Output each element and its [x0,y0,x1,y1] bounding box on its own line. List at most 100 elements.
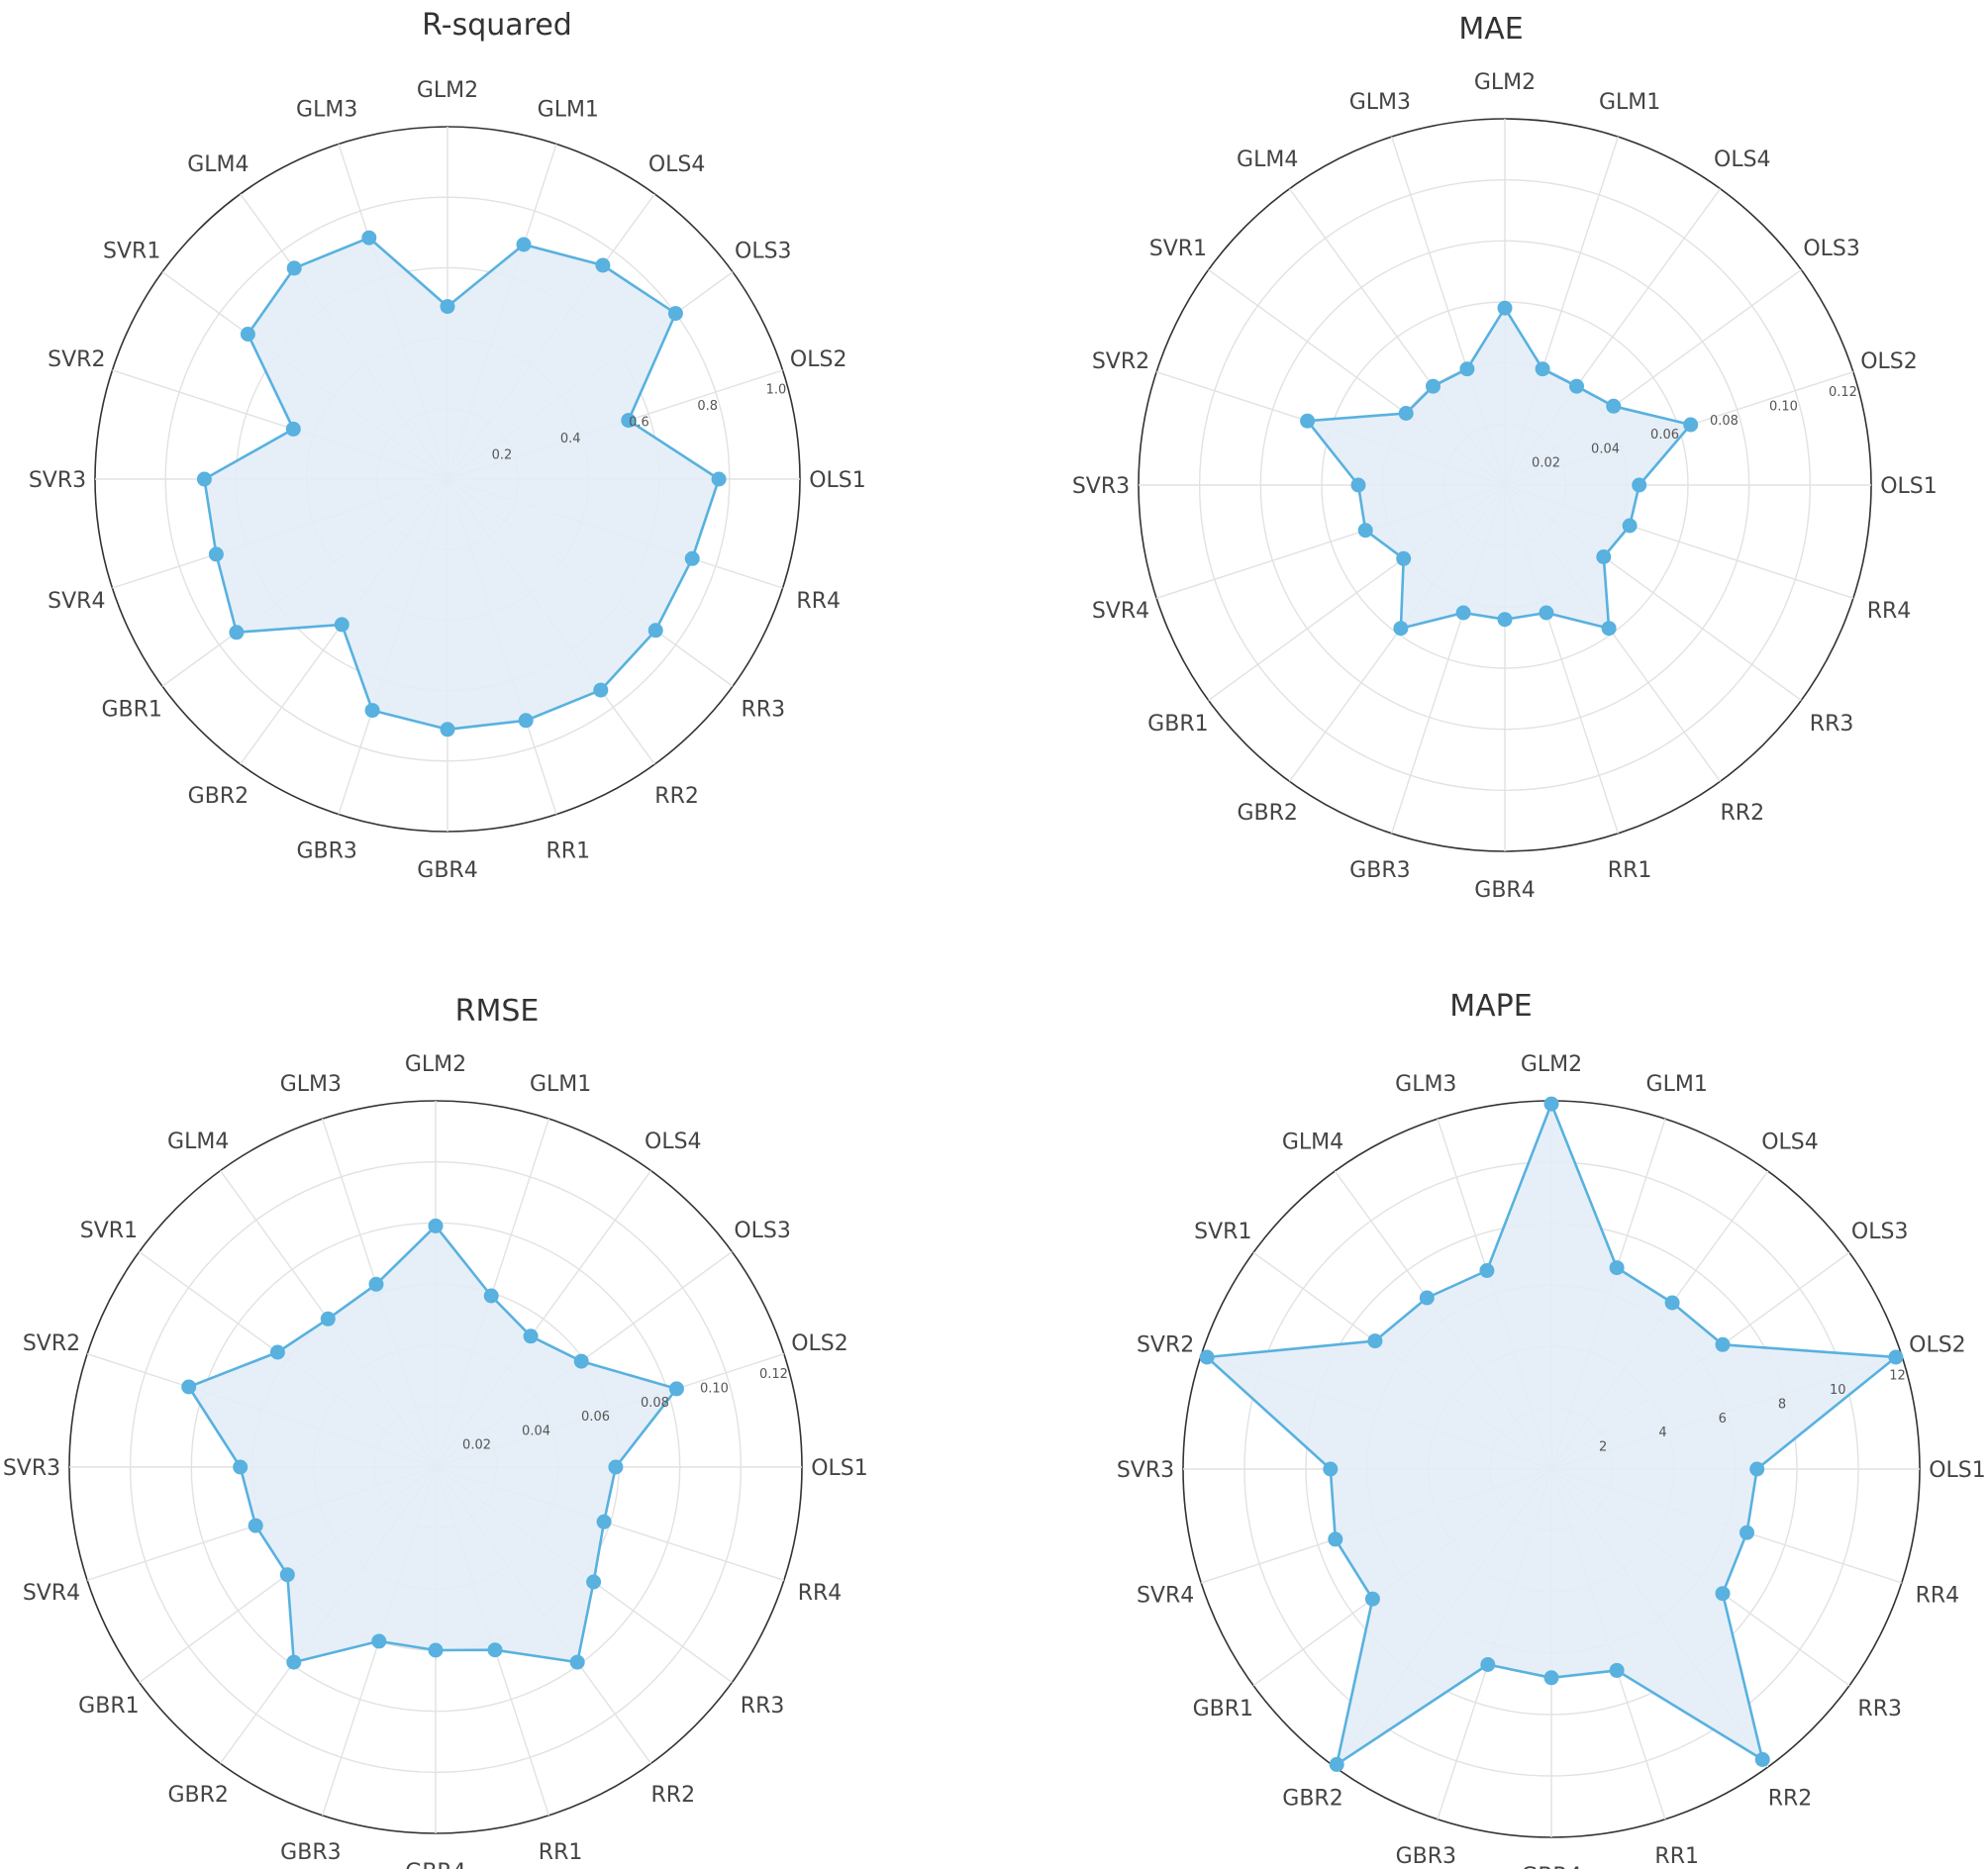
radial-tick-label: 4 [1658,1426,1666,1440]
data-point [286,1654,302,1670]
category-label: RR2 [651,1783,696,1808]
data-point [279,1567,295,1583]
data-point [1328,1531,1343,1547]
category-label: SVR3 [29,468,86,493]
data-point [1393,621,1409,637]
category-label: OLS2 [1909,1332,1966,1357]
category-label: OLS4 [1761,1130,1819,1154]
data-point [428,1218,444,1233]
data-point [621,413,637,429]
category-label: OLS1 [1880,474,1938,499]
data-point [440,299,455,315]
category-label: GBR4 [417,858,477,883]
radar-chart-svg: 0.02 0.04 0.06 0.08 0.10 0.12 OLS1 OLS2 OLS3 OLS4… [3,1052,868,1869]
data-point [1300,413,1316,429]
category-label: SVR4 [1137,1584,1194,1609]
radial-tick-label: 6 [1719,1412,1727,1426]
data-point [368,1276,384,1292]
chart-title: MAE [1458,12,1524,47]
data-point [1609,1662,1625,1678]
category-label: GBR3 [1396,1844,1456,1869]
category-label: SVR4 [48,589,105,614]
category-label: OLS2 [791,1331,848,1356]
category-label: RR4 [798,1581,843,1606]
radar-chart-svg: 2 4 6 8 10 12 OLS1 OLS2 OLS3 OLS4 GLM1 GLM2 GLM3 GLM4… [1117,1052,1986,1869]
data-point [595,257,611,273]
radial-tick-label: 0.04 [1591,442,1620,456]
category-label: RR3 [742,698,786,723]
data-point [1357,523,1373,539]
data-point [1199,1349,1215,1365]
category-label: RR4 [796,589,841,614]
data-point [320,1311,336,1327]
category-label: RR1 [539,1840,583,1865]
category-label: GBR1 [1147,712,1208,737]
category-label: OLS4 [1714,148,1771,172]
category-label: RR1 [1654,1844,1699,1869]
data-point [1622,518,1638,534]
radial-tick-label: 0.02 [462,1438,491,1453]
category-label: SVR2 [1137,1332,1194,1357]
data-point [1609,1260,1625,1276]
radial-tick-label: 0.8 [697,399,718,414]
radial-tick-label: 0.02 [1532,456,1560,471]
data-point [285,421,301,437]
data-point [229,625,245,640]
category-label: GLM2 [405,1052,466,1077]
data-point [1480,1657,1496,1672]
r-squared-radar-panel: R-squared 0.2 0.4 0.6 0.8 1.0 OLS1 OLS2 OLS3 OLS… [0,0,994,934]
data-point [1479,1263,1495,1278]
radial-tick-label: 10 [1830,1383,1846,1398]
data-point [181,1379,197,1395]
category-label: GLM1 [1646,1072,1708,1097]
category-label: SVR1 [103,239,160,263]
category-label: GBR2 [188,784,248,809]
category-label: OLS1 [811,1456,868,1481]
data-point [1569,378,1584,394]
category-label: RR3 [1810,712,1854,737]
data-point [440,722,455,738]
radial-tick-label: 0.12 [1829,385,1857,400]
radial-tick-label: 0.10 [1769,400,1798,415]
category-label: RR1 [1608,858,1652,883]
data-point [1754,1751,1770,1767]
category-label: GLM4 [1282,1130,1343,1154]
category-label: SVR1 [1149,237,1207,261]
category-label: GLM2 [1474,70,1536,95]
category-label: GBR1 [101,698,161,723]
data-point [518,713,534,729]
category-label: SVR2 [1092,349,1149,374]
category-label: SVR2 [48,347,105,372]
data-point [569,1654,585,1670]
mape-radar-panel: MAPE 2 4 6 8 10 12 OLS1 OLS2 OLS3 OLS4 GLM1 GLM2 GLM… [994,934,1988,1869]
data-point [1535,361,1550,377]
category-label: SVR4 [23,1581,80,1606]
category-label: SVR1 [1194,1220,1251,1244]
data-point [233,1459,248,1475]
category-label: SVR3 [1117,1458,1174,1483]
category-label: GBR1 [78,1694,139,1719]
category-label: GBR3 [1349,858,1410,883]
data-point [428,1642,444,1658]
data-point [1632,477,1647,493]
data-point [1715,1336,1731,1352]
radial-tick-label: 0.2 [492,448,513,463]
category-label: GLM3 [1395,1072,1456,1097]
category-label: OLS4 [648,152,706,177]
chart-title: R-squared [422,8,572,43]
data-point [1740,1525,1754,1540]
category-label: GLM2 [417,78,478,103]
data-point [1396,550,1412,566]
category-label: RR2 [1768,1787,1813,1812]
category-label: OLS3 [1851,1220,1909,1244]
data-point [1596,549,1612,564]
data-point [1364,1591,1380,1607]
data-point [1350,477,1366,493]
category-label: SVR4 [1092,599,1149,624]
category-label: GLM3 [280,1072,342,1097]
category-label: GBR2 [1237,801,1297,826]
data-point [196,471,212,487]
category-label: GBR2 [167,1783,228,1808]
radial-tick-label: 0.08 [641,1396,669,1411]
